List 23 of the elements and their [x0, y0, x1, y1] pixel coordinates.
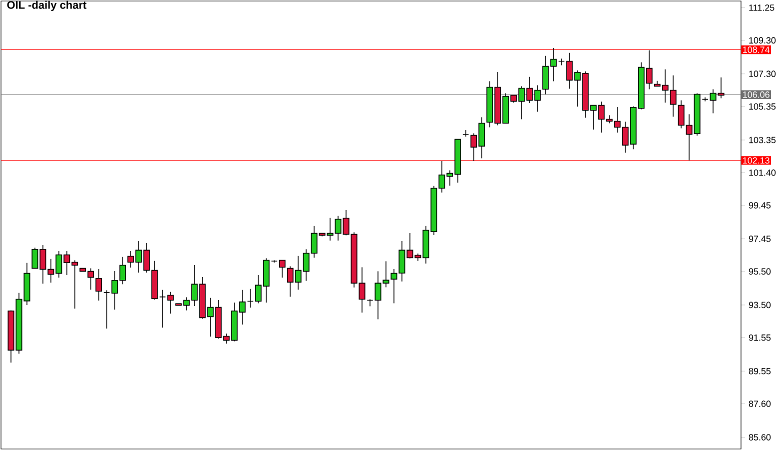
y-tick-label: 111.25: [749, 4, 774, 11]
y-tick-label: 107.30: [749, 70, 776, 78]
ref-line-label: 108.74: [743, 46, 770, 53]
ref-line-label: 106.06: [743, 91, 770, 98]
candlestick: [167, 292, 174, 314]
y-tick-label: 97.45: [748, 236, 771, 242]
y-tick-label: 99.45: [748, 202, 771, 208]
ref-line-label: 102.13: [743, 157, 770, 164]
chart-title: OIL -daily chart: [7, 0, 86, 11]
y-tick-label: 87.60: [748, 400, 771, 407]
y-tick-label: 103.35: [749, 136, 776, 144]
candlestick: [278, 260, 286, 278]
y-tick-label: 101.40: [749, 169, 776, 176]
candlestick: [247, 288, 254, 308]
y-tick-label: 89.55: [748, 368, 771, 374]
y-tick-label: 91.55: [748, 334, 771, 341]
y-tick-label: 105.35: [749, 103, 776, 110]
y-tick-label: 93.50: [748, 302, 771, 308]
y-tick-label: 95.50: [748, 268, 771, 275]
y-tick-label: 85.60: [748, 434, 771, 440]
y-tick-label: 109.30: [749, 37, 776, 44]
candlestick: [95, 268, 102, 302]
candlestick: [103, 290, 110, 329]
